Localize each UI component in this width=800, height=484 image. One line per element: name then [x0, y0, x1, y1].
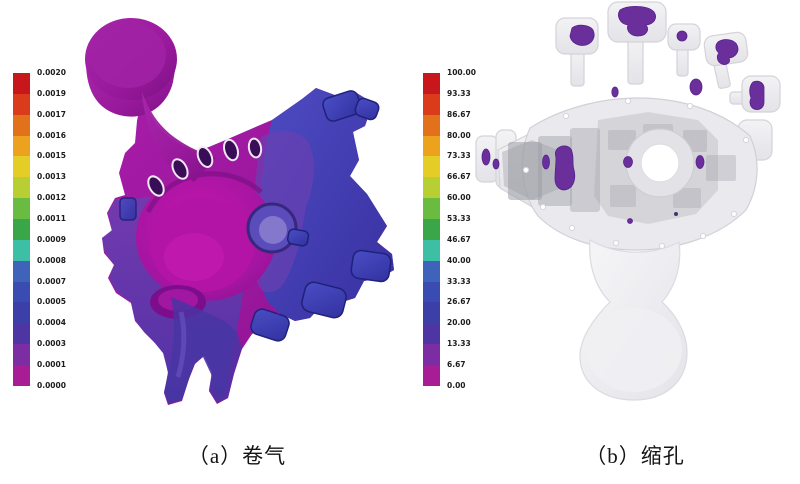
- colorbar-segment: [423, 281, 440, 303]
- colorbar-segment: [13, 114, 30, 136]
- colorbar-label: 0.0000: [37, 380, 66, 390]
- colorbar-segment: [13, 260, 30, 282]
- colorbar-label: 0.0009: [37, 234, 66, 244]
- colorbar-segment: [423, 219, 440, 240]
- colorbar-label: 93.33: [447, 88, 471, 98]
- colorbar-label: 73.33: [447, 151, 471, 161]
- colorbar-label: 0.0016: [37, 130, 66, 140]
- colorbar-label: 33.33: [447, 276, 471, 286]
- colorbar-label: 6.67: [447, 360, 466, 370]
- colorbar-label: 0.0007: [37, 276, 66, 286]
- center-hole: [640, 143, 680, 183]
- colorbar-label: 60.00: [447, 193, 471, 203]
- colorbar-segment: [423, 344, 440, 366]
- colorbar-segment: [423, 114, 440, 136]
- caption-b: （b）缩孔: [585, 444, 685, 468]
- colorbar-labels: 100.00 93.33 86.67 80.00 73.33 66.67 60.00 53.3…: [447, 69, 476, 390]
- colorbar-air-entrapment: 0.0020 0.0019 0.0017 0.0016 0.0015 0.0013 0.00…: [13, 69, 66, 394]
- colorbar-segment: [13, 219, 30, 240]
- colorbar-segment: [13, 135, 30, 157]
- colorbar-label: 0.0015: [37, 151, 66, 161]
- colorbar-label: 0.0003: [37, 339, 66, 349]
- air-entrapment-model: [85, 18, 394, 405]
- colorbar-label: 20.00: [447, 318, 471, 328]
- blue-overflow-tabs: [119, 90, 392, 342]
- colorbar-gradient: [13, 73, 30, 386]
- colorbar-segment: [13, 302, 30, 324]
- casting-body-graphic: [85, 18, 394, 405]
- colorbar-label: 0.0017: [37, 109, 66, 119]
- colorbar-label: 100.00: [447, 68, 476, 77]
- ghost-casting-graphic: [475, 1, 781, 401]
- colorbar-label: 40.00: [447, 255, 471, 265]
- colorbar-label: 0.0008: [37, 255, 66, 265]
- shrinkage-model: [475, 1, 781, 401]
- colorbar-segment: [423, 323, 440, 345]
- colorbar-segment: [13, 365, 30, 386]
- colorbar-segment: [13, 73, 30, 94]
- colorbar-labels: 0.0020 0.0019 0.0017 0.0016 0.0015 0.0013 0.00…: [37, 69, 66, 390]
- colorbar-label: 0.0004: [37, 318, 66, 328]
- colorbar-segment: [423, 302, 440, 324]
- caption-a: （a）卷气: [187, 444, 287, 468]
- colorbar-label: 0.0020: [37, 68, 66, 77]
- colorbar-segment: [13, 281, 30, 303]
- colorbar-gradient: [423, 73, 440, 386]
- colorbar-label: 66.67: [447, 172, 471, 182]
- colorbar-label: 0.0001: [37, 360, 66, 370]
- colorbar-segment: [13, 177, 30, 199]
- colorbar-label: 0.0011: [37, 214, 66, 224]
- colorbar-segment: [423, 365, 440, 386]
- colorbar-segment: [423, 156, 440, 178]
- colorbar-label: 0.00: [447, 380, 466, 390]
- colorbar-label: 80.00: [447, 130, 471, 140]
- bolt-dots: [522, 97, 750, 250]
- colorbar-segment: [13, 198, 30, 220]
- colorbar-label: 0.0019: [37, 88, 66, 98]
- colorbar-label: 0.0013: [37, 172, 66, 182]
- colorbar-label: 53.33: [447, 214, 471, 224]
- colorbar-segment: [13, 239, 30, 261]
- colorbar-segment: [423, 93, 440, 115]
- colorbar-segment: [423, 239, 440, 261]
- colorbar-segment: [423, 177, 440, 199]
- colorbar-label: 86.67: [447, 109, 471, 119]
- colorbar-shrinkage: 100.00 93.33 86.67 80.00 73.33 66.67 60.00 53.3…: [423, 69, 476, 394]
- colorbar-segment: [13, 93, 30, 115]
- colorbar-segment: [423, 260, 440, 282]
- shrinkage-defects: [481, 6, 765, 224]
- colorbar-label: 0.0005: [37, 297, 66, 307]
- colorbar-segment: [13, 323, 30, 345]
- colorbar-segment: [13, 344, 30, 366]
- bolt-holes: [147, 137, 263, 197]
- colorbar-segment: [423, 135, 440, 157]
- colorbar-label: 26.67: [447, 297, 471, 307]
- colorbar-label: 13.33: [447, 339, 471, 349]
- colorbar-label: 46.67: [447, 234, 471, 244]
- colorbar-segment: [423, 73, 440, 94]
- colorbar-segment: [423, 198, 440, 220]
- cylinder-boss: [85, 18, 216, 182]
- colorbar-label: 0.0012: [37, 193, 66, 203]
- colorbar-segment: [13, 156, 30, 178]
